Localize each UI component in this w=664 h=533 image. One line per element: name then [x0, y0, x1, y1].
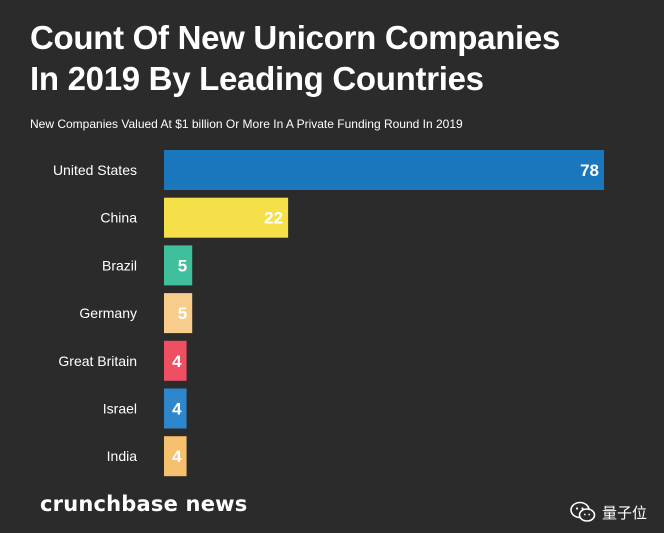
value-label-israel: 4 — [172, 400, 182, 419]
bar-united-states — [164, 150, 604, 190]
title-line-1: Count Of New Unicorn Companies — [30, 19, 561, 56]
wechat-icon — [570, 501, 596, 522]
bar-germany — [164, 293, 193, 334]
category-label-china: China — [100, 210, 137, 226]
bar-india — [164, 436, 187, 477]
bar-great-britain — [164, 340, 187, 381]
category-label-germany: Germany — [79, 305, 137, 321]
category-label-united-states: United States — [53, 162, 137, 178]
value-label-india: 4 — [172, 447, 182, 466]
bar-chart: United States 78 China 22 Brazil 5 Germany 5 Gre… — [53, 150, 604, 477]
bar-israel — [164, 388, 187, 429]
bar-china — [164, 197, 289, 238]
chart-subtitle: New Companies Valued At $1 billion Or Mo… — [30, 117, 463, 131]
value-label-brazil: 5 — [178, 256, 187, 275]
watermark-text: 量子位 — [602, 503, 648, 522]
title-line-2: In 2019 By Leading Countries — [30, 60, 484, 97]
value-label-germany: 5 — [178, 304, 187, 323]
category-label-great-britain: Great Britain — [58, 353, 137, 369]
watermark: 量子位 — [570, 500, 647, 524]
value-label-great-britain: 4 — [172, 352, 182, 371]
bar-brazil — [164, 245, 193, 286]
category-label-brazil: Brazil — [102, 257, 137, 273]
value-label-united-states: 78 — [580, 161, 599, 180]
page-title: Count Of New Unicorn Companies In 2019 B… — [30, 17, 650, 99]
value-label-china: 22 — [264, 209, 283, 228]
category-label-india: India — [107, 448, 138, 464]
category-label-israel: Israel — [103, 401, 137, 417]
brand-logo: crunchbase news — [40, 492, 248, 516]
